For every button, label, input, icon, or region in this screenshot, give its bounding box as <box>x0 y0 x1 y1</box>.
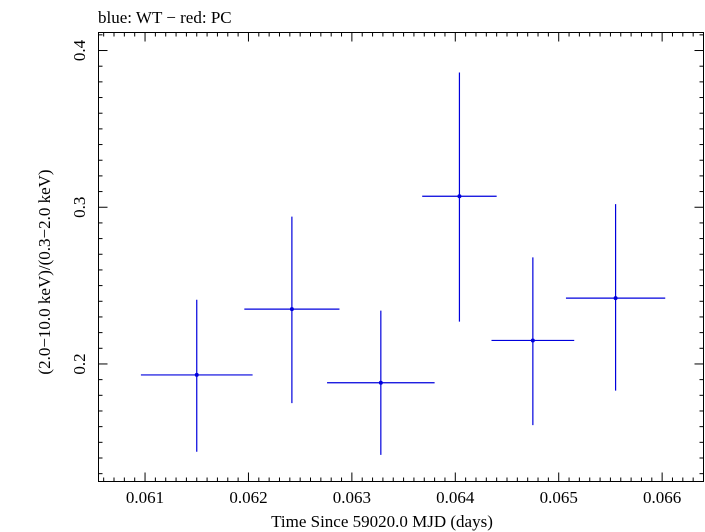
data-point <box>194 372 199 377</box>
y-tick-label: 0.4 <box>70 39 89 61</box>
x-tick-label: 0.066 <box>643 488 681 507</box>
x-tick-label: 0.065 <box>540 488 578 507</box>
data-point <box>457 194 462 199</box>
chart-title: blue: WT − red: PC <box>98 8 232 27</box>
data-point <box>530 338 535 343</box>
y-axis-label: (2.0−10.0 keV)/(0.3−2.0 keV) <box>35 169 54 374</box>
x-tick-label: 0.064 <box>436 488 475 507</box>
x-axis-label: Time Since 59020.0 MJD (days) <box>271 512 493 531</box>
data-point <box>378 380 383 385</box>
data-point <box>289 307 294 312</box>
x-tick-label: 0.063 <box>333 488 371 507</box>
minor-ticks <box>98 32 704 482</box>
tick-labels: 0.061 0.062 0.063 0.064 0.065 0.066 0.2 0.3 0.4 <box>70 39 681 507</box>
x-tick-label: 0.062 <box>229 488 267 507</box>
x-tick-label: 0.061 <box>126 488 164 507</box>
y-tick-label: 0.3 <box>70 197 89 218</box>
data-point <box>613 296 618 301</box>
y-tick-label: 0.2 <box>70 353 89 374</box>
plot-frame <box>98 32 704 482</box>
data-layer <box>140 72 666 455</box>
major-ticks <box>98 32 704 482</box>
